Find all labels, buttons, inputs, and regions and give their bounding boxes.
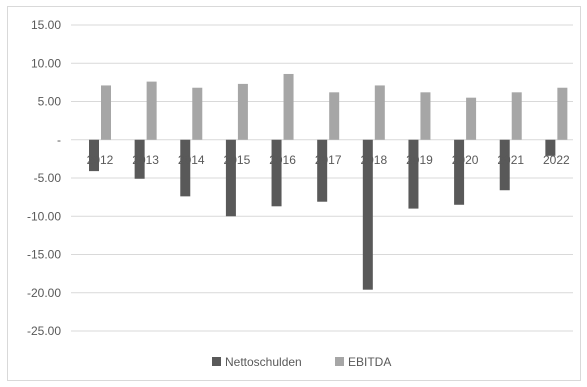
x-axis-ticks: 2012 2013 2014 2015 2016 2017 2018 2019 2020 2021…	[87, 153, 570, 167]
bar-nettoschulden-2020	[454, 139, 465, 205]
y-tick-label: 15.00	[31, 18, 61, 32]
bar-ebitda-2022	[557, 87, 568, 140]
bar-ebitda-2016	[283, 73, 294, 140]
bar-nettoschulden-2013	[134, 139, 145, 179]
y-tick-label: 5.00	[38, 95, 62, 109]
bar-nettoschulden-2021	[499, 139, 510, 191]
legend-label-ebitda: EBITDA	[348, 355, 391, 369]
x-tick-label: 2021	[497, 153, 524, 167]
bar-nettoschulden-2016	[271, 139, 282, 207]
y-tick-label: 10.00	[31, 56, 61, 70]
bar-nettoschulden-2018	[362, 139, 373, 290]
x-tick-label: 2017	[315, 153, 342, 167]
legend-swatch-nettoschulden	[212, 357, 221, 366]
bars	[89, 73, 568, 290]
y-tick-label: -5.00	[34, 171, 62, 185]
bar-nettoschulden-2012	[89, 139, 99, 172]
bar-ebitda-2013	[146, 81, 157, 140]
x-tick-label: 2014	[178, 153, 205, 167]
gridlines	[71, 24, 573, 332]
y-tick-label: -	[57, 133, 61, 147]
bar-ebitda-2014	[192, 87, 203, 140]
bar-ebitda-2015	[237, 83, 248, 140]
x-tick-label: 2019	[406, 153, 433, 167]
y-tick-label: -20.00	[27, 286, 61, 300]
bar-ebitda-2018	[374, 85, 385, 140]
bar-nettoschulden-2014	[180, 139, 191, 197]
bar-ebitda-2021	[511, 92, 522, 140]
y-axis-ticks: 15.00 10.00 5.00 - -5.00 -10.00 -15.00 -20.00 -2…	[27, 18, 61, 338]
x-tick-label: 2022	[543, 153, 570, 167]
bar-ebitda-2020	[466, 97, 477, 140]
y-tick-label: -10.00	[27, 209, 61, 223]
bar-nettoschulden-2022	[545, 139, 556, 156]
bar-nettoschulden-2019	[408, 139, 419, 209]
y-tick-label: -15.00	[27, 248, 61, 262]
x-tick-label: 2013	[132, 153, 159, 167]
bar-ebitda-2012	[101, 85, 111, 140]
x-tick-label: 2020	[452, 153, 479, 167]
x-tick-label: 2016	[269, 153, 296, 167]
x-tick-label: 2018	[360, 153, 387, 167]
legend-label-nettoschulden: Nettoschulden	[225, 355, 302, 369]
bar-ebitda-2017	[329, 92, 340, 140]
x-tick-label: 2015	[224, 153, 251, 167]
bar-nettoschulden-2017	[317, 139, 328, 202]
legend-swatch-ebitda	[335, 357, 344, 366]
x-tick-label: 2012	[87, 153, 114, 167]
bar-nettoschulden-2015	[225, 139, 236, 217]
y-tick-label: -25.00	[27, 324, 61, 338]
bar-ebitda-2019	[420, 92, 431, 140]
legend: Nettoschulden EBITDA	[212, 355, 391, 369]
chart-frame	[7, 6, 581, 381]
